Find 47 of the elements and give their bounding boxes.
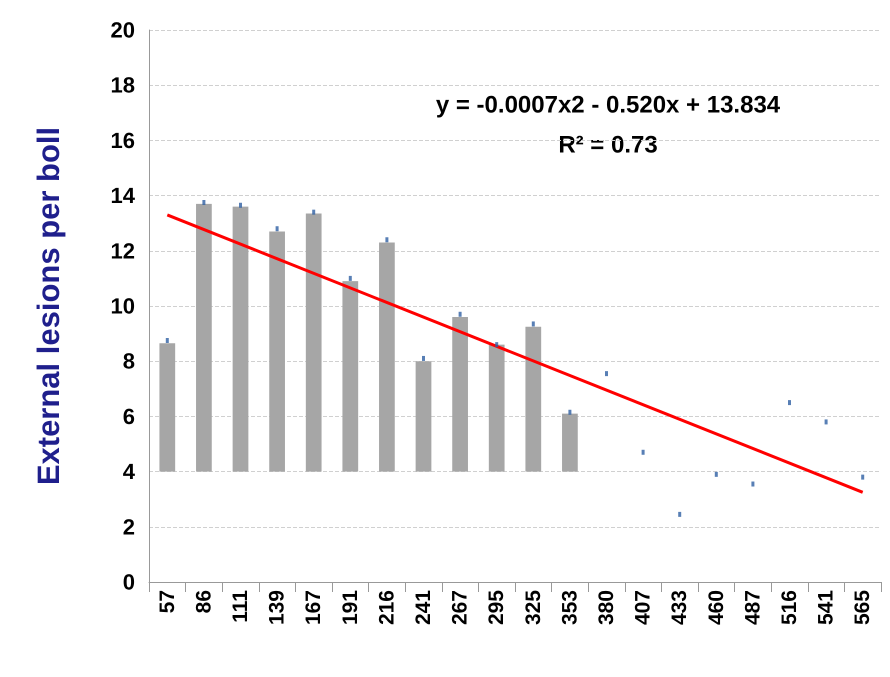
point bbox=[202, 200, 206, 205]
y-axis-title: External lesions per boll bbox=[31, 126, 66, 486]
x-tick-label: 353 bbox=[558, 590, 582, 626]
point bbox=[166, 338, 169, 343]
x-tick-label: 433 bbox=[668, 590, 692, 626]
x-tick-label: 460 bbox=[704, 590, 728, 626]
x-tick-label: 516 bbox=[778, 590, 801, 626]
x-tick-label: 111 bbox=[229, 590, 252, 623]
y-tick-label: 8 bbox=[122, 348, 135, 374]
y-tick-label: 0 bbox=[122, 570, 135, 594]
y-tick-label: 12 bbox=[110, 238, 135, 264]
y-tick-label: 4 bbox=[122, 459, 136, 484]
y-tick-label: 18 bbox=[110, 72, 135, 98]
bar bbox=[159, 343, 176, 472]
bar bbox=[232, 206, 248, 472]
x-tick-label: 380 bbox=[595, 590, 618, 626]
x-tick-label: 191 bbox=[338, 590, 362, 626]
x-tick-label: 57 bbox=[156, 590, 179, 614]
x-tick-label: 541 bbox=[814, 590, 838, 626]
bar bbox=[196, 204, 212, 472]
x-tick-label: 167 bbox=[302, 590, 326, 626]
bar bbox=[379, 242, 395, 472]
y-tick-label: 16 bbox=[110, 128, 135, 153]
bar bbox=[269, 231, 285, 472]
x-tick-label: 487 bbox=[741, 590, 764, 626]
x-tick-label: 267 bbox=[448, 590, 472, 626]
x-tick-label: 325 bbox=[522, 590, 545, 626]
y-tick-label: 6 bbox=[122, 404, 135, 429]
y-tick-label: 20 bbox=[110, 18, 135, 42]
y-tick-label: 2 bbox=[122, 514, 135, 540]
bar bbox=[525, 326, 542, 472]
bar bbox=[452, 317, 468, 472]
x-tick-label: 86 bbox=[192, 590, 216, 614]
bar bbox=[342, 281, 358, 472]
x-tick-label: 295 bbox=[485, 590, 508, 626]
y-tick-label: 14 bbox=[110, 183, 136, 208]
bar bbox=[488, 344, 505, 472]
x-tick-label: 139 bbox=[266, 590, 289, 626]
x-tick-label: 407 bbox=[632, 590, 655, 626]
bar bbox=[562, 414, 578, 472]
x-tick-label: 216 bbox=[375, 590, 398, 626]
x-tick-label: 565 bbox=[851, 590, 874, 626]
bar bbox=[306, 214, 322, 472]
y-tick-label: 10 bbox=[110, 294, 135, 318]
x-tick-label: 241 bbox=[412, 590, 435, 626]
bar bbox=[416, 361, 432, 472]
annotation: y = -0.0007x2 - 0.520x + 13.834 bbox=[436, 92, 781, 118]
